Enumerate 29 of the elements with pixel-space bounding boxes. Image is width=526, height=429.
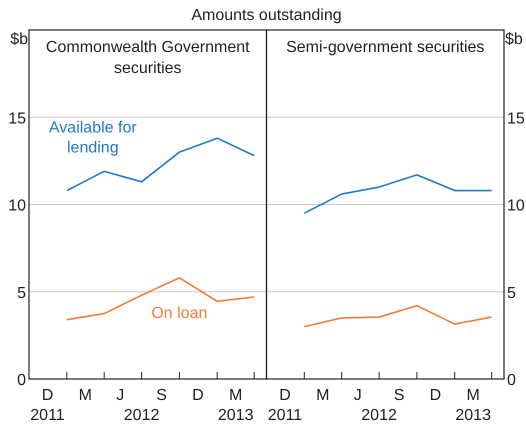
x-tick-label: D 2011 bbox=[268, 387, 302, 424]
series-label: On loan bbox=[151, 304, 208, 322]
line-series bbox=[66, 276, 255, 320]
y-tick-label: 5 bbox=[17, 284, 26, 302]
line-series bbox=[66, 137, 255, 192]
text: Commonwealth Government securities bbox=[46, 39, 250, 77]
x-tick-label: M 2013 bbox=[455, 387, 492, 424]
x-tick-label: D bbox=[430, 387, 442, 404]
y2-tick-label: 10 bbox=[507, 198, 525, 214]
x-tick-label: J S 2012 bbox=[116, 387, 167, 424]
series-label: Available for lending bbox=[48, 120, 138, 157]
x-tick-label: D bbox=[192, 387, 204, 404]
y2-tick-label: 0 bbox=[507, 372, 516, 389]
y2-tick-label: 5 bbox=[507, 284, 516, 302]
chart-subtitle: Amounts outstanding bbox=[191, 7, 342, 24]
y-axis-title: $b bbox=[10, 31, 28, 48]
line-series bbox=[304, 304, 492, 328]
x-tick-label: J S 2012 bbox=[354, 387, 404, 424]
x-tick-label: D 2011 bbox=[30, 387, 65, 424]
x-tick-label: M 2013 bbox=[218, 387, 254, 424]
y2-axis-title: $b bbox=[505, 31, 523, 48]
x-tick-label: M bbox=[78, 387, 92, 404]
text: Semi-government securities bbox=[286, 39, 484, 56]
x-tick-label: M bbox=[316, 387, 330, 404]
y-tick-label: 0 bbox=[17, 372, 26, 389]
y2-tick-label: 15 bbox=[507, 110, 525, 128]
y-tick-label: 10 bbox=[8, 198, 26, 214]
line-series bbox=[304, 174, 492, 214]
y-tick-label: 15 bbox=[8, 110, 26, 128]
